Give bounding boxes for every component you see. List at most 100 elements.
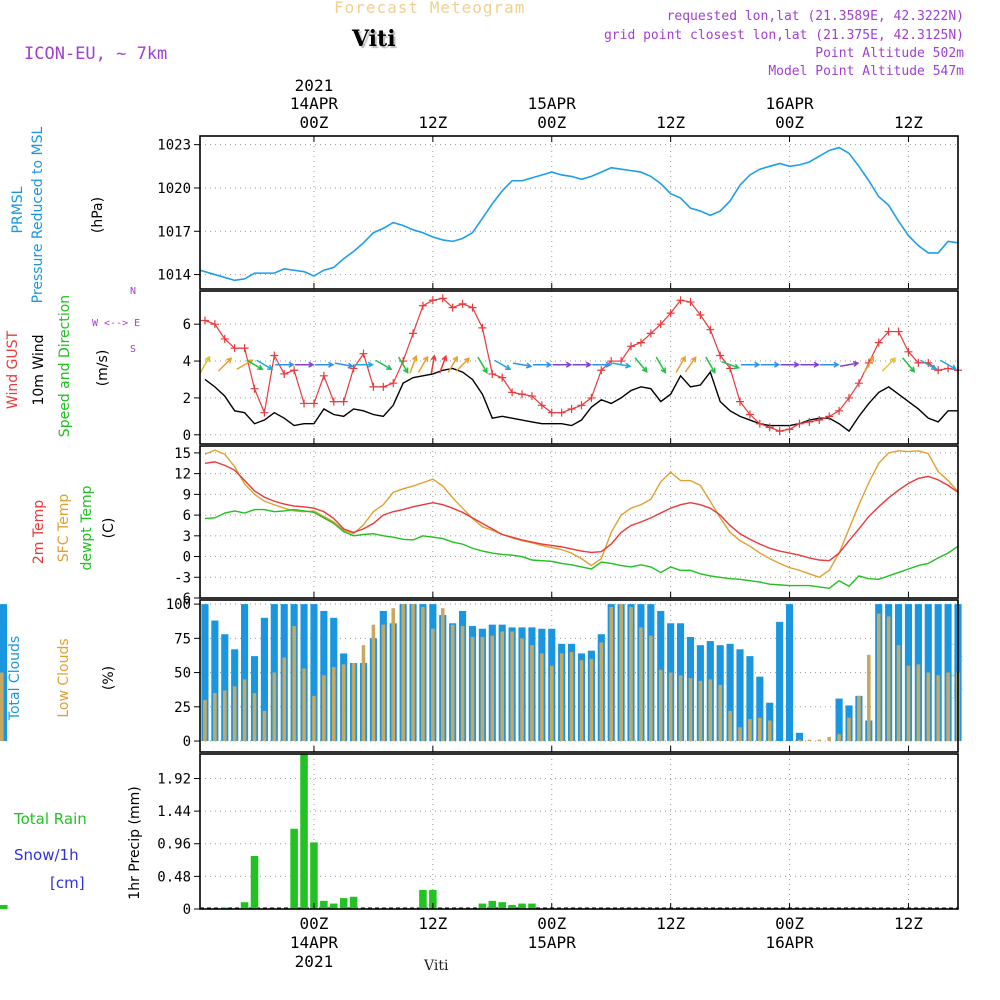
rain-bar [290,828,298,909]
wind-direction-arrow [256,359,274,371]
gust-point [567,404,576,413]
low-cloud-bar [668,672,673,742]
wind-direction-arrow [740,361,761,368]
ytick-label-wind: 2 [183,391,191,407]
bottom-hour-label: 00Z [537,914,566,933]
low-cloud-bar [312,695,316,742]
low-cloud-bar [886,616,891,742]
closest-grid-point: grid point closest lon,lat (21.375E, 42.… [603,28,964,43]
sfc-temp-line [204,449,959,579]
wind-direction-arrow [634,357,648,373]
bottom-date-label: 16APR [765,933,814,952]
ytick-label-pressure: 1023 [157,138,191,154]
station-name: Viti [352,26,396,52]
low-cloud-bar [213,693,217,742]
gust-point [468,303,477,312]
top-hour-label: 00Z [537,113,566,132]
ytick-label-precip: 1.92 [157,771,191,787]
ytick-label-clouds: 75 [174,631,191,647]
low-cloud-bar [520,638,524,742]
gust-point [250,384,259,393]
wind-direction-arrow [939,359,958,371]
low-cloud-bar [460,626,465,742]
wind-direction-arrow [417,355,429,373]
wind-direction-arrow [409,354,418,374]
wind-direction-arrow [780,361,801,368]
top-hour-label: 12Z [894,113,923,132]
gust-point [676,296,685,305]
total-cloud-bar [795,732,804,742]
top-hour-label: 12Z [418,113,447,132]
panel-frame-wind [199,290,959,445]
total-cloud-bar [746,656,754,742]
low-cloud-bar [797,739,802,742]
total-cloud-bar [260,617,268,742]
low-cloud-bar [351,662,356,742]
low-cloud-bar [827,736,831,742]
low-cloud-bar [490,635,495,742]
total-cloud-bar [310,604,318,742]
gust-point [557,408,566,417]
gust-point [934,366,943,375]
gust-point [478,323,487,332]
bottom-date-label: 15APR [528,933,577,952]
ytick-label-pressure: 1014 [157,268,191,284]
low-cloud-bar [708,679,713,742]
wind-direction-arrow [314,361,335,368]
low-cloud-bar [639,627,643,742]
gust-point [845,393,854,402]
wind-direction-arrow [354,361,375,368]
ytick-label-clouds: 50 [174,666,191,682]
low-cloud-bar [767,720,772,742]
wind-direction-arrow [375,359,393,371]
rain-bar [310,842,318,909]
gust-point [418,301,427,310]
low-cloud-bar [272,672,277,742]
low-cloud-bar [718,684,722,742]
low-cloud-bar [401,604,405,742]
rain-bar [508,904,516,909]
panel-frame-temp [199,445,959,599]
gust-point [438,294,447,303]
low-cloud-bar [896,645,901,742]
low-cloud-bar [946,672,950,742]
low-cloud-bar [302,668,306,742]
low-cloud-bar [837,734,841,742]
low-cloud-bar [262,710,267,742]
gust-point [488,369,497,378]
gust-point [805,417,814,426]
wind-direction-arrow [572,361,593,368]
gust-point [765,423,774,432]
gust-point [854,379,863,388]
gust-point [359,349,368,358]
low-cloud-bar [748,719,752,742]
wind-direction-arrow [532,361,553,368]
gust-point [894,327,903,336]
low-cloud-bar [431,628,435,742]
ytick-label-precip: 0.48 [157,869,191,885]
compass-north: N [130,286,137,297]
gust-point [349,364,358,373]
rain-bar [250,855,259,909]
total-cloud-bar [924,604,932,742]
top-date-label: 16APR [765,94,814,113]
wind-direction-arrow [430,354,437,374]
low-cloud-bar [609,606,613,742]
bottom-hour-label: 12Z [894,914,923,933]
total-cloud-bar [270,604,278,742]
ytick-label-clouds: 0 [183,734,191,750]
top-date-label: 14APR [290,94,339,113]
low-cloud-bar [807,739,812,742]
low-cloud-bar [559,653,564,742]
ytick-label-precip: 1.44 [157,804,191,820]
wind-direction-arrow [684,356,697,373]
gust-point [686,298,695,307]
gust-point [309,399,318,408]
ytick-label-wind: 0 [183,428,191,444]
ytick-label-temp: 0 [183,550,191,566]
low-cloud-bar [440,608,445,742]
total-cloud-bar [785,604,794,742]
low-cloud-bar [203,699,207,742]
wind-direction-arrow [552,361,573,368]
total-cloud-bar [756,676,764,742]
